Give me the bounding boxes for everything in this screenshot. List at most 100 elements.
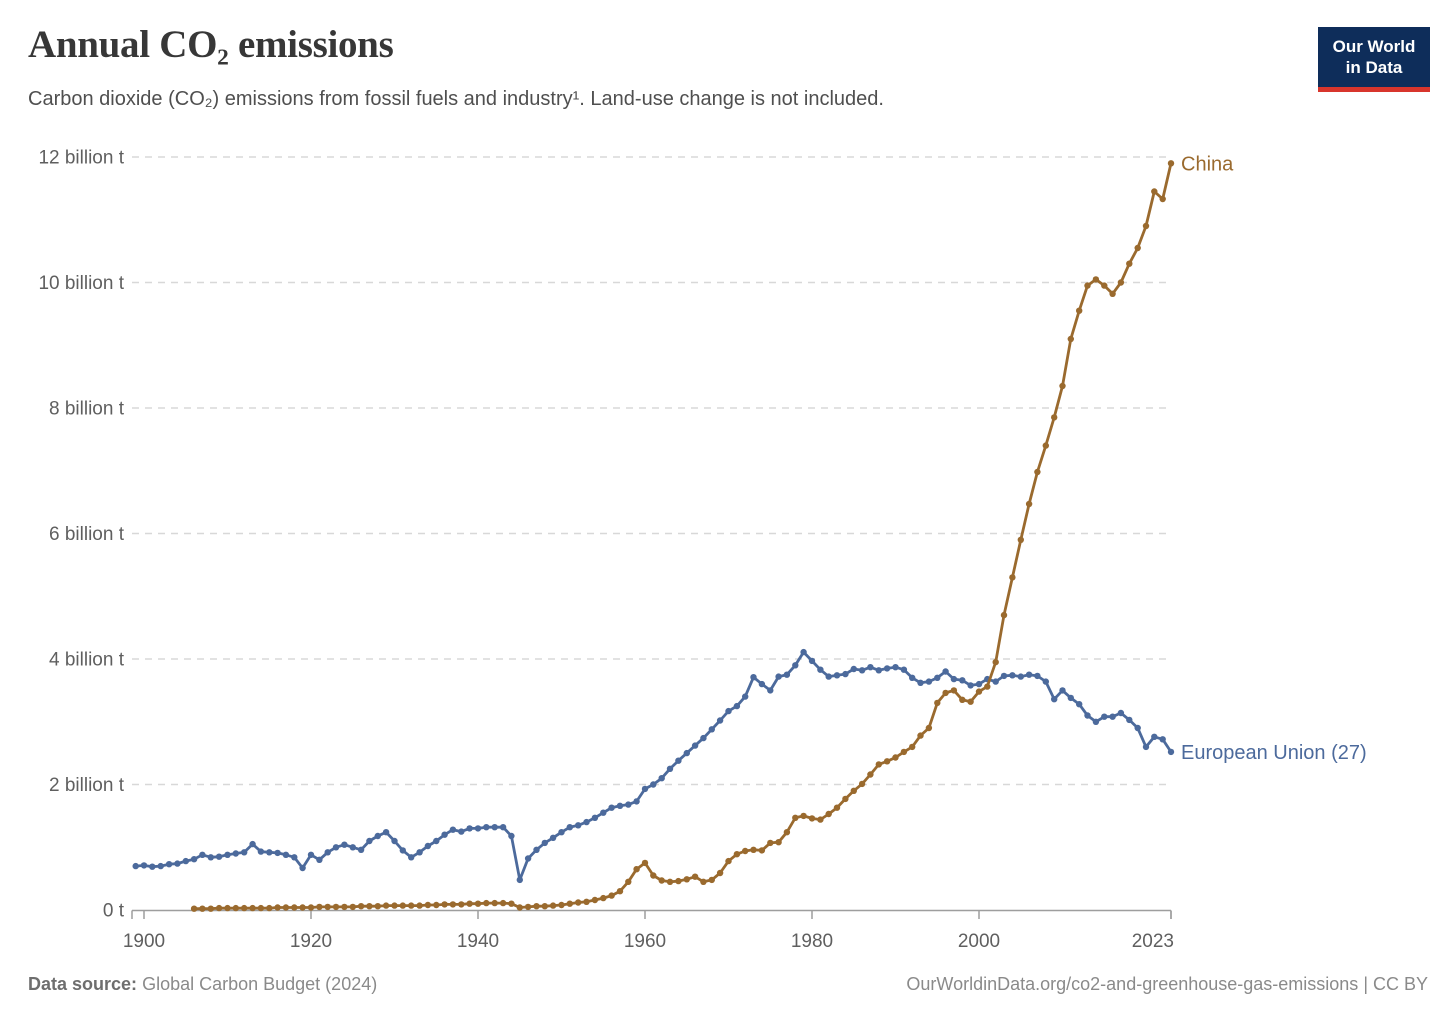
data-point[interactable]: [441, 901, 448, 908]
data-point[interactable]: [416, 849, 423, 856]
data-point[interactable]: [224, 904, 231, 912]
data-point[interactable]: [650, 872, 657, 879]
data-point[interactable]: [249, 904, 256, 912]
data-point[interactable]: [341, 841, 348, 848]
data-point[interactable]: [641, 859, 649, 867]
data-point[interactable]: [934, 674, 941, 681]
data-point[interactable]: [524, 903, 532, 911]
data-point[interactable]: [399, 902, 406, 909]
data-point[interactable]: [767, 839, 774, 847]
data-point[interactable]: [883, 758, 891, 765]
data-point[interactable]: [491, 824, 498, 831]
data-point[interactable]: [1042, 442, 1050, 449]
data-point[interactable]: [1109, 290, 1116, 297]
data-point[interactable]: [474, 900, 482, 907]
data-point[interactable]: [1126, 716, 1133, 724]
data-point[interactable]: [391, 837, 398, 845]
data-point[interactable]: [424, 842, 432, 850]
data-point[interactable]: [1159, 195, 1166, 203]
data-point[interactable]: [291, 854, 298, 861]
data-point[interactable]: [433, 901, 440, 909]
data-point[interactable]: [357, 903, 365, 910]
data-point[interactable]: [800, 812, 807, 820]
data-point[interactable]: [808, 815, 816, 822]
data-point[interactable]: [675, 877, 682, 885]
data-point[interactable]: [499, 824, 507, 831]
data-point[interactable]: [416, 902, 423, 909]
data-point[interactable]: [817, 666, 824, 673]
data-point[interactable]: [199, 905, 206, 912]
data-point[interactable]: [566, 900, 573, 907]
data-point[interactable]: [174, 860, 181, 867]
data-point[interactable]: [583, 898, 590, 905]
data-point[interactable]: [959, 677, 966, 684]
data-point[interactable]: [675, 757, 682, 764]
data-point[interactable]: [808, 657, 816, 665]
data-point[interactable]: [516, 904, 523, 911]
data-point[interactable]: [867, 771, 874, 778]
data-point[interactable]: [875, 761, 882, 768]
data-point[interactable]: [266, 904, 273, 912]
data-point[interactable]: [1101, 713, 1108, 720]
data-point[interactable]: [215, 904, 223, 912]
data-point[interactable]: [1076, 307, 1083, 314]
data-point[interactable]: [307, 904, 315, 911]
data-point[interactable]: [783, 671, 791, 678]
data-point[interactable]: [616, 888, 624, 895]
data-point[interactable]: [583, 818, 590, 826]
data-point[interactable]: [633, 866, 640, 873]
data-point[interactable]: [900, 748, 908, 756]
data-point[interactable]: [934, 699, 941, 707]
data-point[interactable]: [299, 864, 306, 872]
data-point[interactable]: [266, 849, 273, 856]
data-point[interactable]: [1092, 276, 1100, 283]
data-point[interactable]: [1042, 678, 1050, 685]
series-china[interactable]: China: [190, 153, 1234, 912]
data-point[interactable]: [382, 902, 390, 909]
data-point[interactable]: [499, 899, 507, 907]
data-point[interactable]: [575, 822, 582, 829]
data-point[interactable]: [792, 662, 799, 669]
data-point[interactable]: [341, 903, 348, 911]
data-point[interactable]: [775, 839, 782, 846]
data-point[interactable]: [917, 679, 924, 686]
data-point[interactable]: [1025, 500, 1033, 508]
data-point[interactable]: [633, 798, 640, 805]
data-point[interactable]: [900, 666, 908, 673]
data-point[interactable]: [950, 687, 958, 694]
data-point[interactable]: [449, 901, 457, 908]
data-point[interactable]: [274, 849, 281, 857]
data-point[interactable]: [215, 853, 223, 860]
data-point[interactable]: [992, 658, 999, 666]
data-point[interactable]: [1076, 701, 1083, 708]
data-point[interactable]: [374, 903, 381, 910]
data-point[interactable]: [232, 904, 239, 912]
data-point[interactable]: [1017, 536, 1024, 543]
data-point[interactable]: [140, 862, 148, 869]
data-point[interactable]: [199, 851, 206, 858]
data-point[interactable]: [733, 851, 741, 858]
data-point[interactable]: [625, 801, 632, 808]
data-point[interactable]: [307, 851, 315, 858]
data-point[interactable]: [399, 847, 406, 854]
data-point[interactable]: [408, 854, 415, 861]
data-point[interactable]: [316, 903, 323, 911]
data-point[interactable]: [1084, 282, 1091, 289]
data-point[interactable]: [1059, 382, 1066, 390]
data-point[interactable]: [1009, 574, 1016, 581]
data-point[interactable]: [733, 702, 741, 710]
data-point[interactable]: [984, 683, 991, 690]
data-point[interactable]: [825, 673, 832, 680]
data-point[interactable]: [324, 849, 331, 856]
data-point[interactable]: [842, 795, 849, 803]
data-point[interactable]: [875, 667, 882, 674]
data-point[interactable]: [1034, 468, 1041, 476]
data-point[interactable]: [1159, 736, 1166, 743]
data-point[interactable]: [282, 904, 290, 911]
data-point[interactable]: [449, 826, 457, 833]
data-point[interactable]: [742, 693, 749, 700]
series-european-union-27[interactable]: European Union (27): [132, 648, 1367, 884]
data-point[interactable]: [190, 856, 198, 863]
data-point[interactable]: [959, 696, 966, 703]
data-point[interactable]: [1134, 244, 1141, 252]
